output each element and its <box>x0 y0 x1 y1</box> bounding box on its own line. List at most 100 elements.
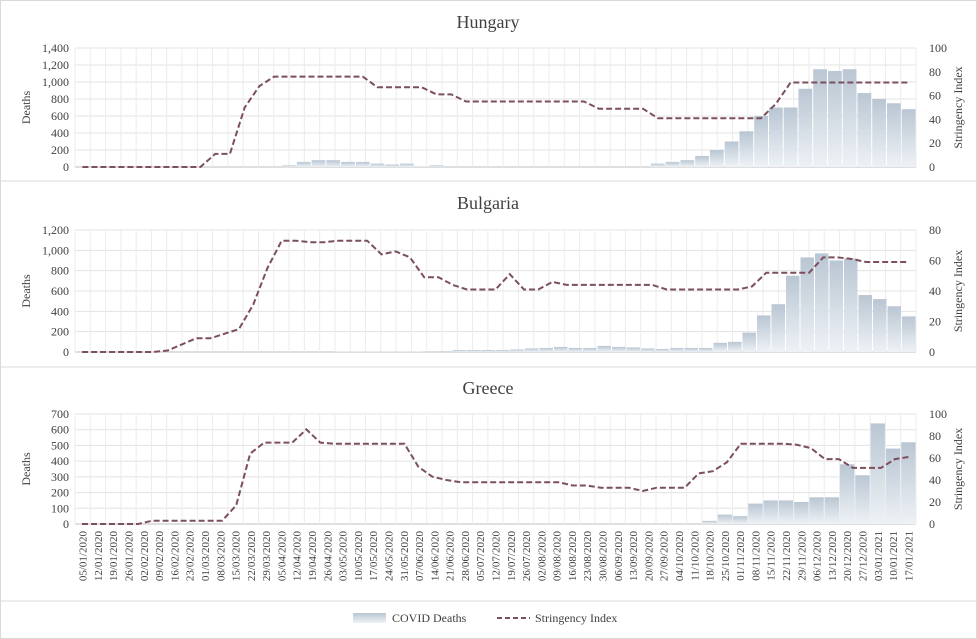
bulgaria-ytick-left: 1,200 <box>42 223 69 237</box>
greece-ylabel-right: Stringency Index <box>951 428 965 510</box>
legend-swatch-deaths <box>353 613 386 623</box>
hungary-deaths-bar <box>798 88 813 167</box>
greece-ytick-right: 20 <box>929 495 941 509</box>
bulgaria-deaths-bar <box>655 348 669 352</box>
greece-ytick-right: 80 <box>929 429 941 443</box>
x-tick-label: 12/07/2020 <box>491 531 503 582</box>
x-tick-label: 08/11/2020 <box>750 531 762 581</box>
x-tick-label: 09/08/2020 <box>552 531 564 582</box>
legend-label-stringency: Stringency Index <box>535 611 617 625</box>
bulgaria-deaths-bar <box>887 306 901 352</box>
bulgaria-deaths-bar <box>684 347 698 352</box>
x-tick-label: 19/04/2020 <box>307 531 319 582</box>
greece-title: Greece <box>463 378 514 398</box>
greece-ytick-right: 0 <box>929 517 935 531</box>
bulgaria-ytick-left: 200 <box>51 325 69 339</box>
hungary-title: Hungary <box>457 12 520 32</box>
hungary-deaths-bar <box>842 69 857 167</box>
bulgaria-deaths-bar <box>583 347 597 352</box>
bulgaria-deaths-bar <box>554 346 568 352</box>
bulgaria-deaths-bar <box>757 315 771 352</box>
x-tick-label: 05/01/2020 <box>78 531 90 582</box>
hungary-ytick-right: 0 <box>929 160 935 174</box>
hungary-ytick-left: 200 <box>51 143 69 157</box>
bulgaria-deaths-bar <box>641 348 655 352</box>
bulgaria-deaths-bar <box>612 346 626 352</box>
x-tick-label: 22/03/2020 <box>246 531 258 582</box>
hungary-deaths-bar <box>650 163 665 167</box>
greece-deaths-bar <box>717 514 733 524</box>
hungary-ylabel-left: Deaths <box>19 91 33 125</box>
bulgaria-deaths-bar <box>539 347 553 352</box>
x-tick-label: 05/07/2020 <box>475 531 487 582</box>
greece-deaths-bar <box>778 500 794 524</box>
x-tick-label: 11/10/2020 <box>689 531 701 581</box>
bulgaria-deaths-bar <box>858 295 872 352</box>
hungary-ytick-left: 1,400 <box>42 41 69 55</box>
hungary-deaths-bar <box>282 165 296 167</box>
x-tick-label: 30/08/2020 <box>598 531 610 582</box>
x-tick-label: 21/06/2020 <box>445 531 457 582</box>
greece-deaths-bar <box>824 497 840 524</box>
x-tick-label: 31/05/2020 <box>399 531 411 582</box>
hungary-ytick-right: 60 <box>929 89 941 103</box>
hungary-deaths-bar <box>739 131 754 167</box>
hungary-ytick-left: 800 <box>51 92 69 106</box>
bulgaria-ytick-right: 0 <box>929 345 935 359</box>
bulgaria-ylabel-left: Deaths <box>19 274 33 308</box>
x-axis: 05/01/2020 12/01/2020 19/01/2020 26/01/2020… <box>0 531 977 602</box>
x-tick-label: 08/03/2020 <box>215 531 227 582</box>
bulgaria-deaths-bar <box>742 332 756 352</box>
bulgaria-ytick-right: 20 <box>929 315 941 329</box>
x-tick-label: 13/12/2020 <box>827 531 839 582</box>
panel-greece: 0100200300400500600700020406080100Greece… <box>19 378 965 531</box>
bulgaria-deaths-bar <box>467 349 481 352</box>
x-tick-label: 02/08/2020 <box>536 531 548 582</box>
x-tick-label: 20/12/2020 <box>842 531 854 582</box>
x-tick-label: 16/08/2020 <box>567 531 579 582</box>
hungary-ytick-left: 1,000 <box>42 75 69 89</box>
bulgaria-deaths-bar <box>800 257 814 352</box>
bulgaria-deaths-bar <box>626 347 640 352</box>
hungary-deaths-bar <box>901 109 916 167</box>
greece-ytick-left: 0 <box>63 517 69 531</box>
x-tick-label: 10/05/2020 <box>353 531 365 582</box>
x-tick-label: 19/01/2020 <box>108 531 120 582</box>
bulgaria-deaths-bar <box>597 345 611 352</box>
hungary-ytick-right: 80 <box>929 65 941 79</box>
greece-deaths-bar <box>870 423 885 524</box>
greece-deaths-bar <box>809 497 824 524</box>
bulgaria-deaths-bar <box>496 349 510 352</box>
x-tick-label: 04/10/2020 <box>674 531 686 582</box>
greece-ytick-right: 40 <box>929 473 941 487</box>
hungary-deaths-bar <box>370 163 385 167</box>
bulgaria-ytick-left: 400 <box>51 304 69 318</box>
greece-ytick-left: 500 <box>51 438 69 452</box>
x-tick-label: 12/01/2020 <box>93 531 105 582</box>
bulgaria-deaths-bar <box>525 348 539 352</box>
x-tick-label: 06/09/2020 <box>613 531 625 582</box>
bulgaria-deaths-bar <box>815 253 829 352</box>
bulgaria-deaths-bar <box>713 342 727 352</box>
greece-stringency-line <box>82 428 910 525</box>
greece-ytick-left: 700 <box>51 407 69 421</box>
x-tick-label: 20/09/2020 <box>643 531 655 582</box>
bulgaria-deaths-bar <box>481 349 495 352</box>
bulgaria-deaths-bar <box>844 258 858 352</box>
greece-ytick-left: 300 <box>51 470 69 484</box>
greece-ytick-right: 60 <box>929 451 941 465</box>
hungary-ytick-left: 400 <box>51 126 69 140</box>
bulgaria-deaths-bar <box>902 316 916 352</box>
bulgaria-deaths-bar <box>452 349 466 352</box>
hungary-deaths-bar <box>355 161 370 167</box>
hungary-deaths-bar <box>429 165 444 167</box>
x-tick-label: 07/06/2020 <box>414 531 426 582</box>
x-tick-label: 03/05/2020 <box>338 531 350 582</box>
bulgaria-ylabel-right: Stringency Index <box>951 250 965 332</box>
greece-deaths-bar <box>855 475 870 524</box>
bulgaria-deaths-bar <box>394 351 408 352</box>
x-tick-label: 24/05/2020 <box>383 531 395 582</box>
x-tick-label: 01/03/2020 <box>200 531 212 582</box>
bulgaria-deaths-bar <box>873 299 887 352</box>
